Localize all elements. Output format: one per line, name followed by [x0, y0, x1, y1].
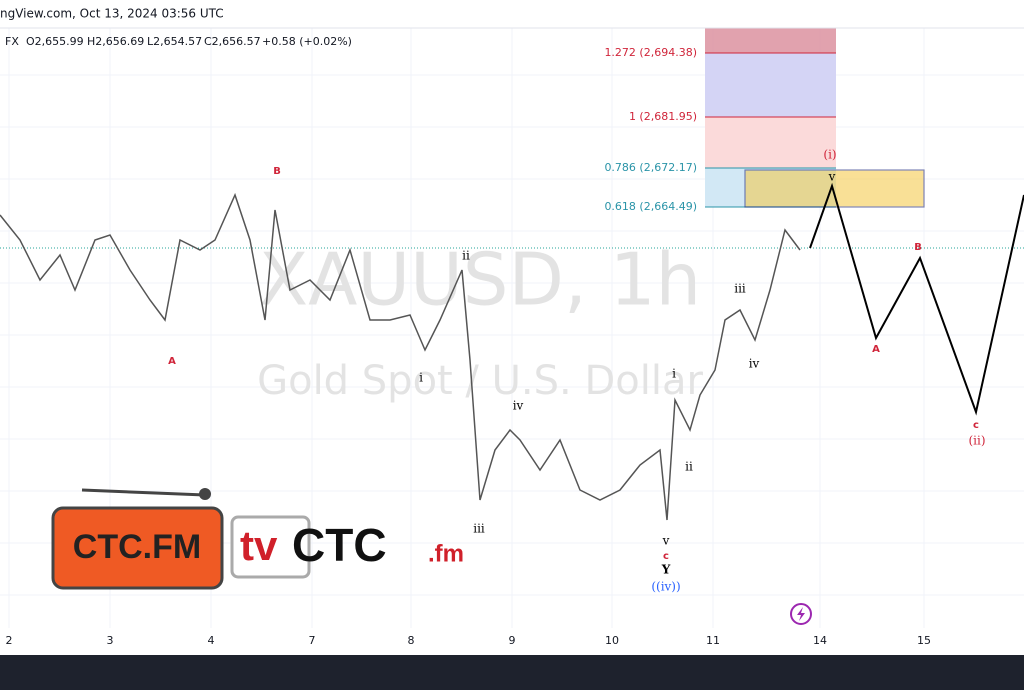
wave-label: A [872, 344, 880, 355]
wave-label: v [662, 534, 670, 548]
wave-label: iii [734, 282, 746, 296]
footer-bar [0, 655, 1024, 690]
wave-label: iv [513, 399, 524, 413]
fib-zone [705, 28, 836, 53]
fib-label: 1.272 (2,694.38) [604, 46, 697, 59]
logo-antenna [81, 488, 206, 497]
logo-tv: tv [240, 522, 278, 569]
ohlc-value: C2,656.57 [204, 35, 261, 48]
ohlc-value: H2,656.69 [87, 35, 144, 48]
logo-ctc: CTC [292, 519, 387, 571]
logo-antenna [199, 488, 211, 500]
wave-label: iii [473, 522, 485, 536]
price-trace [0, 192, 801, 521]
logo-fm: .fm [428, 540, 464, 567]
alert-icon[interactable] [790, 603, 812, 625]
x-tick-label: 2 [6, 634, 13, 647]
wave-label: v [828, 170, 836, 184]
wave-label: c [663, 551, 669, 562]
x-tick-label: 7 [309, 634, 316, 647]
grid [0, 28, 1024, 628]
wave-label: c [973, 420, 979, 431]
watermark-description: Gold Spot / U.S. Dollar [257, 358, 703, 404]
wave-label: iv [749, 357, 760, 371]
ohlc-value: O2,655.99 [26, 35, 84, 48]
x-tick-label: 3 [107, 634, 114, 647]
header [0, 0, 1024, 28]
x-tick-label: 15 [917, 634, 931, 647]
wave-label: (ii) [968, 434, 985, 448]
fib-label: 1 (2,681.95) [629, 110, 697, 123]
wave-label: ii [685, 460, 693, 474]
x-tick-label: 4 [208, 634, 215, 647]
fib-zone [705, 117, 836, 168]
ohlc-value: L2,654.57 [147, 35, 202, 48]
x-tick-label: 10 [605, 634, 619, 647]
symbol: FX [5, 35, 19, 48]
wave-label: B [914, 242, 922, 253]
wave-label: ii [462, 249, 470, 263]
header-source: ngView.com, Oct 13, 2024 03:56 UTC [0, 7, 224, 21]
wave-label: (i) [823, 148, 836, 162]
logo-box [51, 506, 224, 590]
target-box [744, 169, 925, 208]
wave-label: A [168, 356, 176, 367]
wave-label: Y [661, 563, 671, 577]
watermark-symbol: XAUUSD, 1h [259, 238, 701, 322]
wave-label: B [273, 166, 281, 177]
ohlc-change: +0.58 (+0.02%) [262, 35, 352, 48]
fib-label: 0.786 (2,672.17) [604, 161, 697, 174]
alert-icon [797, 607, 805, 621]
fib-label: 0.618 (2,664.49) [604, 200, 697, 213]
wave-label: ((iv)) [651, 580, 680, 594]
x-axis [0, 628, 1024, 655]
projection-path [809, 182, 1024, 416]
x-tick-label: 9 [509, 634, 516, 647]
x-tick-label: 14 [813, 634, 827, 647]
logo-left: CTC.FM [73, 528, 201, 566]
wave-label: i [672, 367, 676, 381]
wave-label: i [419, 371, 423, 385]
fib-zone [705, 53, 836, 117]
x-tick-label: 11 [706, 634, 720, 647]
logo-box [230, 515, 311, 579]
x-tick-label: 8 [408, 634, 415, 647]
